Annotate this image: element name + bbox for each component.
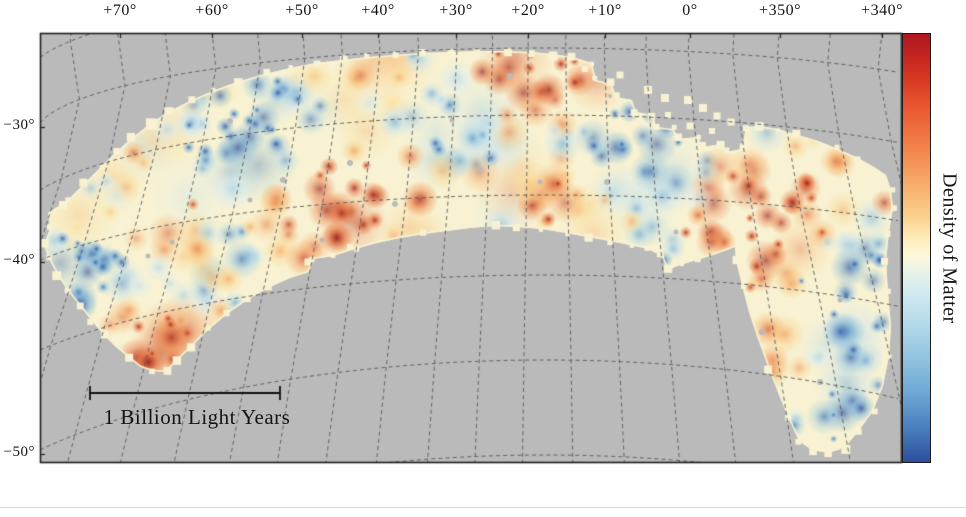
top-tick-label: +10° xyxy=(588,2,622,19)
top-tick-label: +340° xyxy=(861,2,903,19)
top-tick-label: +50° xyxy=(285,2,319,19)
top-tick-label: +350° xyxy=(759,2,801,19)
top-tick-label: +70° xyxy=(103,2,137,19)
top-tick-label: +20° xyxy=(511,2,545,19)
top-tick-label: +40° xyxy=(361,2,395,19)
colorbar-label: Density of Matter xyxy=(938,173,961,324)
top-tick-label: 0° xyxy=(682,2,698,19)
scale-bar-label: 1 Billion Light Years xyxy=(103,405,291,429)
top-tick-label: +30° xyxy=(439,2,473,19)
colorbar xyxy=(902,33,931,463)
left-tick-label: −50° xyxy=(3,444,35,460)
left-tick-label: −30° xyxy=(3,117,35,133)
top-tick-label: +60° xyxy=(195,2,229,19)
bottom-divider xyxy=(0,507,966,508)
left-tick-label: −40° xyxy=(3,252,35,268)
